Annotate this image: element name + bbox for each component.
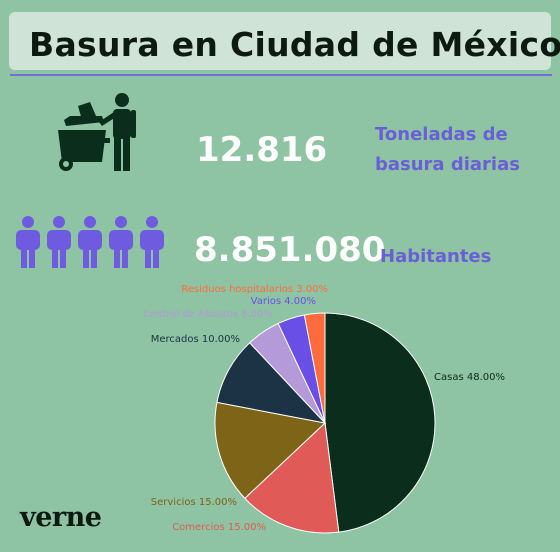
stat-label-habitantes: Habitantes bbox=[380, 246, 492, 267]
person-with-trash-bin-icon bbox=[58, 93, 136, 171]
stat-value-toneladas: 12.816 bbox=[196, 130, 328, 170]
title-divider bbox=[10, 74, 552, 76]
person-figure-icon bbox=[16, 216, 40, 268]
page-title: Basura en Ciudad de México bbox=[29, 25, 560, 64]
pie-slice-label: Varios 4.00% bbox=[251, 296, 316, 307]
person-figure-icon bbox=[47, 216, 71, 268]
pie-slice bbox=[303, 312, 326, 424]
pie-slice-label: Servicios 15.00% bbox=[151, 497, 237, 508]
stat-value-habitantes: 8.851.080 bbox=[194, 230, 386, 270]
pie-slice bbox=[244, 421, 340, 534]
pie-slice-label: Mercados 10.00% bbox=[151, 334, 240, 345]
pie-slice-label: Residuos hospitalarios 3.00% bbox=[181, 284, 328, 295]
stat-label-line-2: basura diarias bbox=[375, 154, 520, 175]
stat-label-line-1: Toneladas de bbox=[375, 124, 508, 145]
pie-slice-label: Casas 48.00% bbox=[434, 372, 505, 383]
person-figure-icon bbox=[78, 216, 102, 268]
stat-label-toneladas: Toneladas de basura diarias bbox=[375, 120, 520, 180]
title-box: Basura en Ciudad de México bbox=[9, 12, 560, 70]
people-group-icon bbox=[16, 216, 164, 268]
pie-slice-label: Central de Abastos 5.00% bbox=[143, 309, 273, 320]
pie-slice-label: Comercios 15.00% bbox=[172, 522, 266, 533]
person-figure-icon bbox=[140, 216, 164, 268]
pie-slice bbox=[214, 401, 327, 500]
verne-logo: verne bbox=[20, 502, 102, 533]
pie-slice bbox=[324, 312, 436, 533]
person-figure-icon bbox=[109, 216, 133, 268]
